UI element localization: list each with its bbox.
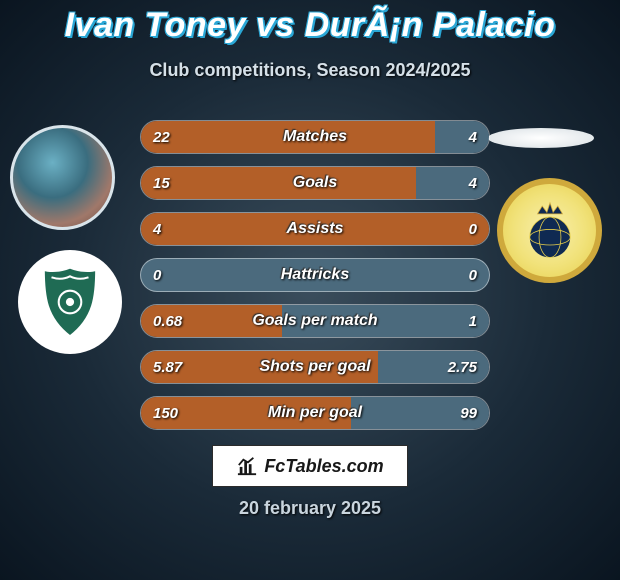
subtitle: Club competitions, Season 2024/2025 [0,60,620,81]
stat-value-b: 99 [460,397,477,429]
stat-row: Matches22 4 [140,120,490,154]
fctables-watermark: FcTables.com [212,445,408,487]
stat-value-a: 0.68 [153,305,182,337]
stat-label: Assists [141,213,489,245]
shield-icon [39,265,101,339]
stat-value-b: 4 [469,121,477,153]
stat-value-b: 4 [469,167,477,199]
stat-value-a: 22 [153,121,170,153]
player-a-club-logo [18,250,122,354]
stat-label: Goals [141,167,489,199]
stat-value-a: 150 [153,397,178,429]
stat-row: Goals15 4 [140,166,490,200]
date-text: 20 february 2025 [0,498,620,519]
stat-value-b: 2.75 [448,351,477,383]
stat-label: Shots per goal [141,351,489,383]
stat-value-a: 4 [153,213,161,245]
stat-value-b: 0 [469,213,477,245]
fctables-label: FcTables.com [264,456,383,477]
stat-value-a: 5.87 [153,351,182,383]
stat-row: Min per goal150 99 [140,396,490,430]
comparison-chart: Matches224Goals154Assists40Hattricks00Go… [140,120,490,442]
page-title: Ivan Toney vs DurÃ¡n Palacio [0,6,620,45]
player-b-avatar-placeholder [488,128,594,148]
stat-row: Assists4 0 [140,212,490,246]
globe-crown-icon [511,192,589,270]
stat-value-a: 0 [153,259,161,291]
stat-row: Hattricks0 0 [140,258,490,292]
stat-value-b: 0 [469,259,477,291]
stat-row: Shots per goal5.87 2.75 [140,350,490,384]
player-a-avatar [10,125,115,230]
stat-value-b: 1 [469,305,477,337]
stat-label: Matches [141,121,489,153]
stat-row: Goals per match0.68 1 [140,304,490,338]
bar-chart-icon [236,456,258,476]
player-b-club-logo [497,178,602,283]
stat-value-a: 15 [153,167,170,199]
stat-label: Goals per match [141,305,489,337]
stat-label: Hattricks [141,259,489,291]
stat-label: Min per goal [141,397,489,429]
